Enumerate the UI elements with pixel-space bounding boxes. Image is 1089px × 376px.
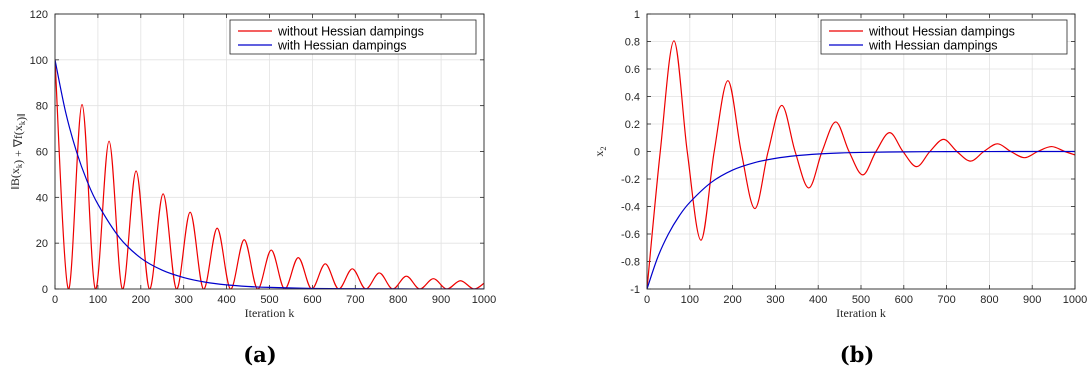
x-tick-label: 700 bbox=[937, 294, 955, 306]
y-tick-label: 100 bbox=[30, 55, 48, 67]
chart-panel-a: 0 100 200 300 400 500 600 700 800 900 1000 0 20 40 60 8… bbox=[8, 9, 496, 367]
legend-box bbox=[229, 19, 477, 55]
x-tick-label: 500 bbox=[852, 294, 870, 306]
y-tick-label: 0 bbox=[634, 147, 640, 159]
legend-label: with Hessian dampings bbox=[868, 39, 998, 53]
x-tick-label: 400 bbox=[809, 294, 827, 306]
y-tick-label: 0 bbox=[42, 284, 48, 296]
chart-panel-b: 0 100 200 300 400 500 600 700 800 900 1000 -1 -0.8 -0… bbox=[592, 9, 1087, 367]
subfigure-caption: (a) bbox=[243, 342, 276, 367]
series-line-without-damping bbox=[647, 40, 1075, 289]
x-tick-label: 100 bbox=[681, 294, 699, 306]
x-tick-label: 700 bbox=[346, 294, 364, 306]
y-tick-label: 80 bbox=[36, 101, 48, 113]
x-axis-label: Iteration k bbox=[245, 306, 295, 320]
y-axis-label: ‖B(xk) + ∇f(xk)‖ bbox=[8, 113, 28, 189]
x-tick-label: 500 bbox=[260, 294, 278, 306]
x-tick-label: 200 bbox=[723, 294, 741, 306]
x-tick-label: 300 bbox=[175, 294, 193, 306]
axes-box bbox=[54, 13, 485, 290]
y-tick-label: 120 bbox=[30, 9, 48, 21]
x-tick-label: 100 bbox=[89, 294, 107, 306]
y-tick-label: 1 bbox=[634, 9, 640, 21]
y-tick-label: 40 bbox=[36, 192, 48, 204]
x-axis-label: Iteration k bbox=[836, 306, 886, 320]
y-tick-label: 0.4 bbox=[625, 92, 640, 104]
y-tick-label: 60 bbox=[36, 147, 48, 159]
y-tick-label: 0.8 bbox=[625, 37, 640, 49]
x-tick-label: 300 bbox=[766, 294, 784, 306]
x-tick-label: 0 bbox=[52, 294, 58, 306]
x-tick-label: 600 bbox=[895, 294, 913, 306]
x-tick-label: 600 bbox=[303, 294, 321, 306]
x-tick-label: 800 bbox=[389, 294, 407, 306]
legend-label: without Hessian dampings bbox=[868, 25, 1015, 39]
x-tick-label: 900 bbox=[1023, 294, 1041, 306]
series-line-with-damping bbox=[647, 150, 1075, 289]
y-tick-label: 20 bbox=[36, 238, 48, 250]
x-tick-label: 400 bbox=[217, 294, 235, 306]
y-tick-label: -0.2 bbox=[621, 174, 640, 186]
x-tick-label: 1000 bbox=[1063, 294, 1087, 306]
y-tick-label: 0.6 bbox=[625, 64, 640, 76]
y-tick-label: -1 bbox=[630, 284, 640, 296]
subfigure-caption: (b) bbox=[840, 342, 875, 367]
x-tick-label: 200 bbox=[132, 294, 150, 306]
legend-label: with Hessian dampings bbox=[277, 39, 407, 53]
y-tick-label: -0.4 bbox=[621, 202, 640, 214]
y-tick-label: 0.2 bbox=[625, 119, 640, 131]
y-tick-label: -0.6 bbox=[621, 229, 640, 241]
x-tick-label: 800 bbox=[980, 294, 998, 306]
series-line-without-damping bbox=[55, 59, 484, 289]
x-tick-label: 1000 bbox=[472, 294, 496, 306]
y-tick-label: -0.8 bbox=[621, 257, 640, 269]
axes-box bbox=[646, 13, 1076, 290]
legend-label: without Hessian dampings bbox=[277, 25, 424, 39]
y-axis-label: x2 bbox=[592, 146, 608, 156]
legend-box bbox=[820, 19, 1068, 55]
x-tick-label: 0 bbox=[644, 294, 650, 306]
x-tick-label: 900 bbox=[432, 294, 450, 306]
